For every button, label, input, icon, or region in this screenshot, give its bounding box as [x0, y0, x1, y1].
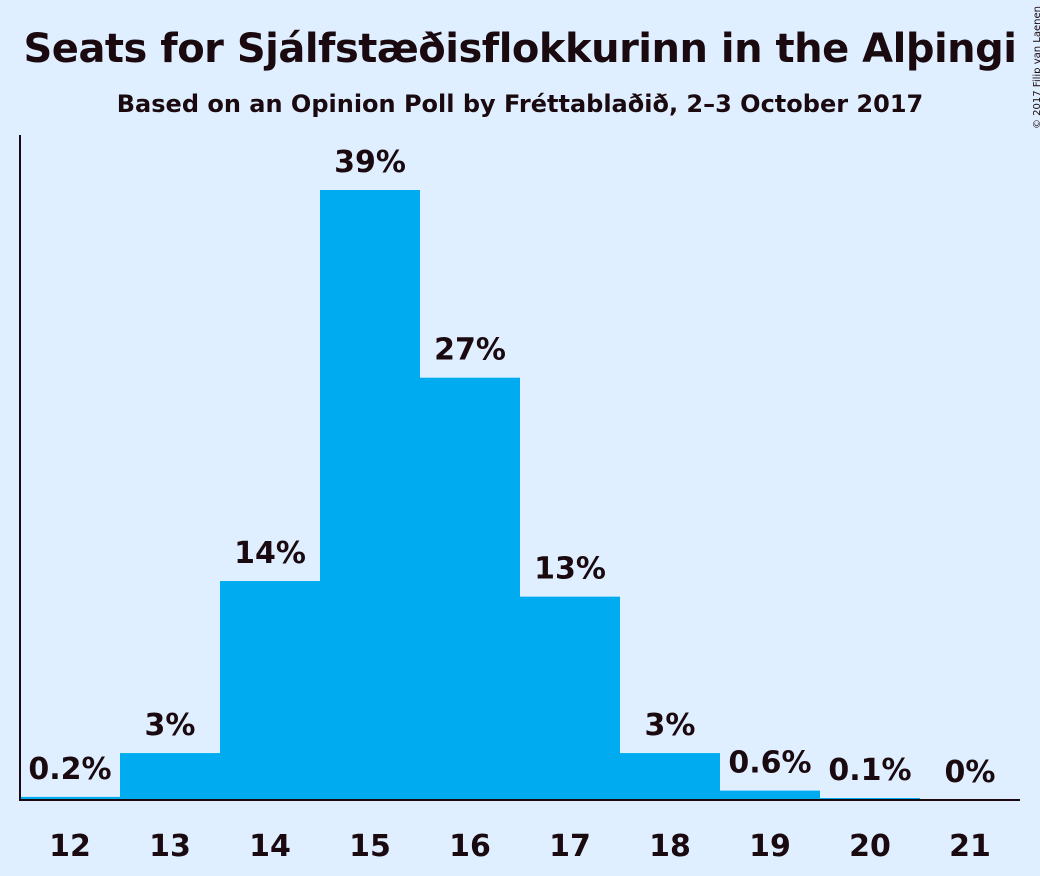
bar-19 — [720, 790, 820, 800]
value-label-12: 0.2% — [28, 752, 111, 787]
value-label-15: 39% — [334, 145, 406, 180]
x-tick-label-12: 12 — [49, 829, 91, 864]
value-label-17: 13% — [534, 552, 606, 587]
x-tick-label-14: 14 — [249, 829, 291, 864]
x-tick-label-18: 18 — [649, 829, 691, 864]
chart-subtitle: Based on an Opinion Poll by Fréttablaðið… — [116, 90, 924, 118]
bar-15 — [320, 190, 420, 800]
x-tick-label-13: 13 — [149, 829, 191, 864]
bar-17 — [520, 596, 620, 800]
value-label-19: 0.6% — [728, 746, 811, 781]
bar-18 — [620, 753, 720, 800]
value-label-18: 3% — [645, 708, 696, 743]
bar-16 — [420, 377, 520, 800]
value-label-13: 3% — [145, 708, 196, 743]
bars-group — [20, 190, 920, 800]
value-label-14: 14% — [234, 536, 306, 571]
x-tick-label-21: 21 — [949, 829, 991, 864]
bar-14 — [220, 581, 320, 800]
value-label-16: 27% — [434, 333, 506, 368]
chart-title: Seats for Sjálfstæðisflokkurinn in the A… — [23, 26, 1017, 72]
x-tick-label-16: 16 — [449, 829, 491, 864]
bar-13 — [120, 753, 220, 800]
x-tick-label-20: 20 — [849, 829, 891, 864]
value-label-21: 0% — [945, 755, 996, 790]
x-tick-labels-group: 12 13 14 15 16 17 18 19 20 21 — [49, 829, 991, 864]
x-tick-label-19: 19 — [749, 829, 791, 864]
value-labels-group: 0.2% 3% 14% 39% 27% 13% 3% 0.6% 0.1% 0% — [28, 145, 995, 790]
x-tick-label-17: 17 — [549, 829, 591, 864]
value-label-20: 0.1% — [828, 753, 911, 788]
bar-12 — [20, 796, 120, 800]
x-tick-label-15: 15 — [349, 829, 391, 864]
